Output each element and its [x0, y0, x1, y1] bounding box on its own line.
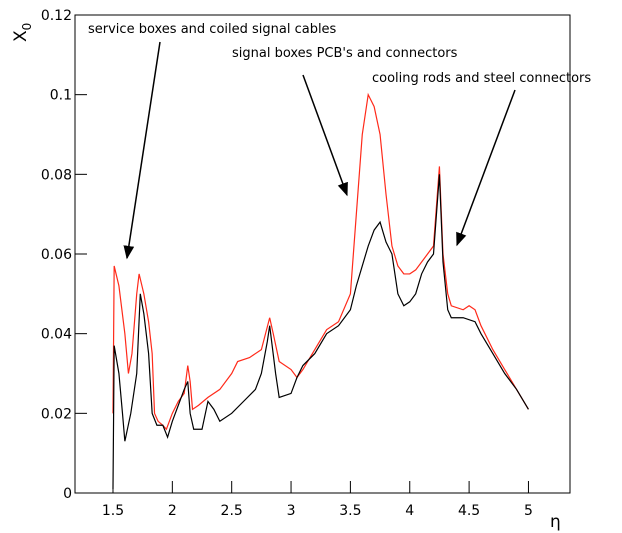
annotation-arrow	[302, 74, 348, 197]
x-tick-label: 5	[524, 503, 533, 519]
x-tick-label: 4.5	[458, 503, 480, 519]
series-line	[112, 92, 529, 431]
y-tick-label: 0.12	[41, 8, 72, 24]
y-tick-label: 0.06	[41, 247, 72, 263]
annotation-arrow	[456, 89, 516, 247]
annotation: cooling rods and steel connectors	[372, 71, 591, 86]
curves	[112, 92, 529, 490]
plot-frame	[74, 14, 571, 494]
y-axis-label-sub: 0	[20, 23, 34, 31]
y-tick-label: 0.04	[41, 327, 72, 343]
y-tick-label: 0.02	[41, 406, 72, 422]
series-line	[112, 174, 529, 490]
x-tick-label: 2.5	[221, 503, 243, 519]
x-tick-label: 3.5	[339, 503, 361, 519]
x-axis-label: η	[550, 512, 561, 532]
axes: 1.5 2 2.5 3 3.5 4 4.5 5 0 0.02 0.04 0.06 0.08 0.1 0.12	[41, 8, 533, 519]
x-tick-label: 3	[287, 503, 296, 519]
x-tick-label: 4	[405, 503, 414, 519]
y-axis-label-main: X	[11, 30, 31, 42]
annotation: signal boxes PCB's and connectors	[232, 46, 458, 61]
y-tick-label: 0.08	[41, 167, 72, 183]
annotation: service boxes and coiled signal cables	[88, 22, 337, 37]
y-axis-label: X0	[11, 23, 34, 42]
x-tick-label: 2	[168, 503, 177, 519]
x-tick-label: 1.5	[102, 503, 124, 519]
y-tick-label: 0	[63, 486, 72, 502]
y-tick-label: 0.1	[50, 88, 72, 104]
annotation-arrow	[123, 41, 161, 260]
